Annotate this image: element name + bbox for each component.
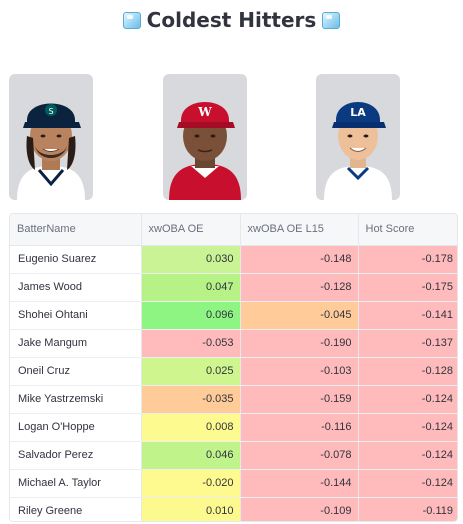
cell-xwoba-oe-l15[interactable]: -0.103 (240, 357, 359, 386)
cell-hot-score[interactable]: -0.124 (358, 413, 457, 442)
page-title: Coldest Hitters (0, 4, 463, 36)
cell-xwoba-oe-l15[interactable]: -0.116 (240, 413, 359, 442)
player-headshot-suarez: S (9, 74, 93, 200)
column-header-xwoba-oe-l15[interactable]: xwOBA OE L15 (240, 214, 359, 246)
cell-hot-score[interactable]: -0.175 (358, 273, 457, 302)
player-headshot-wood: W (163, 74, 247, 200)
cell-hot-score[interactable]: -0.124 (358, 385, 457, 414)
table-row: Oneil Cruz 0.025 -0.103 -0.128 (10, 357, 457, 386)
cell-xwoba-oe-l15[interactable]: -0.159 (240, 385, 359, 414)
ice-cube-icon (322, 11, 341, 29)
cell-hot-score[interactable]: -0.124 (358, 469, 457, 498)
table-row: Eugenio Suarez 0.030 -0.148 -0.178 (10, 245, 457, 274)
cell-xwoba-oe-l15[interactable]: -0.190 (240, 329, 359, 358)
cell-hot-score[interactable]: -0.178 (358, 245, 457, 274)
cell-xwoba-oe-l15[interactable]: -0.128 (240, 273, 359, 302)
cell-batter-name[interactable]: Salvador Perez (10, 441, 142, 470)
ice-cube-icon (122, 11, 141, 29)
cell-xwoba-oe-l15[interactable]: -0.144 (240, 469, 359, 498)
table-row: Mike Yastrzemski -0.035 -0.159 -0.124 (10, 385, 457, 414)
cell-xwoba-oe[interactable]: 0.046 (141, 441, 241, 470)
cell-batter-name[interactable]: Jake Mangum (10, 329, 142, 358)
cell-hot-score[interactable]: -0.128 (358, 357, 457, 386)
team-logo-text: LA (350, 106, 366, 119)
player-headshot-ohtani: LA (316, 74, 400, 200)
cell-xwoba-oe[interactable]: -0.020 (141, 469, 241, 498)
cell-xwoba-oe-l15[interactable]: -0.148 (240, 245, 359, 274)
cell-xwoba-oe[interactable]: 0.030 (141, 245, 241, 274)
table-row: Salvador Perez 0.046 -0.078 -0.124 (10, 441, 457, 470)
cell-xwoba-oe[interactable]: 0.008 (141, 413, 241, 442)
cell-xwoba-oe[interactable]: -0.035 (141, 385, 241, 414)
cell-hot-score[interactable]: -0.124 (358, 441, 457, 470)
cell-xwoba-oe-l15[interactable]: -0.045 (240, 301, 359, 330)
cell-batter-name[interactable]: Shohei Ohtani (10, 301, 142, 330)
column-header-xwoba-oe[interactable]: xwOBA OE (141, 214, 241, 246)
cell-xwoba-oe[interactable]: 0.096 (141, 301, 241, 330)
page-title-text: Coldest Hitters (146, 8, 317, 32)
cell-xwoba-oe[interactable]: 0.047 (141, 273, 241, 302)
table-row: Jake Mangum -0.053 -0.190 -0.137 (10, 329, 457, 358)
table-row: Shohei Ohtani 0.096 -0.045 -0.141 (10, 301, 457, 330)
cell-xwoba-oe[interactable]: -0.053 (141, 329, 241, 358)
table-row: Michael A. Taylor -0.020 -0.144 -0.124 (10, 469, 457, 498)
table-row: Logan O'Hoppe 0.008 -0.116 -0.124 (10, 413, 457, 442)
player-headshot-image: S (9, 74, 93, 200)
cell-batter-name[interactable]: James Wood (10, 273, 142, 302)
player-headshot-image: W (163, 74, 247, 200)
cell-batter-name[interactable]: Riley Greene (10, 497, 142, 521)
cell-xwoba-oe[interactable]: 0.010 (141, 497, 241, 521)
column-header-battername[interactable]: BatterName (10, 214, 142, 246)
cell-batter-name[interactable]: Oneil Cruz (10, 357, 142, 386)
cell-xwoba-oe-l15[interactable]: -0.109 (240, 497, 359, 521)
cell-batter-name[interactable]: Logan O'Hoppe (10, 413, 142, 442)
cell-hot-score[interactable]: -0.141 (358, 301, 457, 330)
player-headshot-image: LA (316, 74, 400, 200)
cell-xwoba-oe[interactable]: 0.025 (141, 357, 241, 386)
cell-batter-name[interactable]: Michael A. Taylor (10, 469, 142, 498)
team-logo-text: S (48, 107, 53, 116)
cell-batter-name[interactable]: Mike Yastrzemski (10, 385, 142, 414)
table-row: Riley Greene 0.010 -0.109 -0.119 (10, 497, 457, 521)
cell-batter-name[interactable]: Eugenio Suarez (10, 245, 142, 274)
team-logo-text: W (197, 105, 212, 119)
cell-xwoba-oe-l15[interactable]: -0.078 (240, 441, 359, 470)
table-row: James Wood 0.047 -0.128 -0.175 (10, 273, 457, 302)
coldest-hitters-table: BatterName xwOBA OE xwOBA OE L15 Hot Sco… (9, 213, 458, 522)
table-header-row: BatterName xwOBA OE xwOBA OE L15 Hot Sco… (10, 214, 457, 246)
column-header-hot-score[interactable]: Hot Score (358, 214, 457, 246)
cell-hot-score[interactable]: -0.119 (358, 497, 457, 521)
cell-hot-score[interactable]: -0.137 (358, 329, 457, 358)
